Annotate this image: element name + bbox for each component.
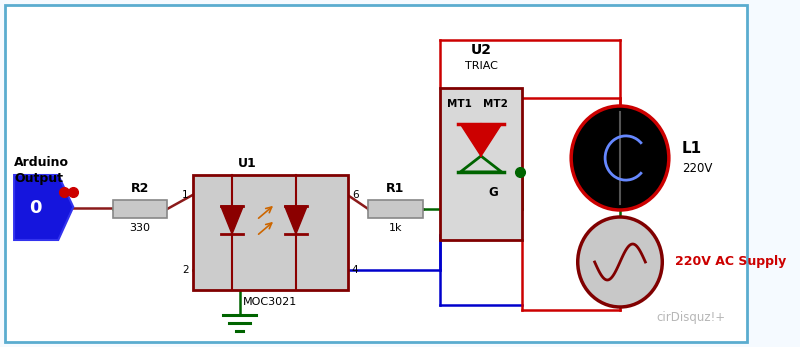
Text: 220V AC Supply: 220V AC Supply	[675, 255, 786, 269]
Circle shape	[578, 217, 662, 307]
Circle shape	[571, 106, 669, 210]
Text: TRIAC: TRIAC	[465, 61, 498, 71]
Text: MT1: MT1	[447, 99, 472, 109]
Bar	[193, 175, 347, 290]
Polygon shape	[460, 124, 502, 156]
Text: 2: 2	[182, 265, 188, 275]
Text: Arduino: Arduino	[14, 155, 69, 169]
Text: cirDisquz!+: cirDisquz!+	[656, 312, 725, 324]
Polygon shape	[285, 206, 307, 234]
Bar	[440, 88, 522, 240]
Text: U2: U2	[470, 43, 491, 57]
Text: 4: 4	[352, 265, 358, 275]
Text: R2: R2	[130, 181, 149, 195]
Text: 330: 330	[130, 223, 150, 233]
Text: 1: 1	[182, 190, 188, 200]
Text: 6: 6	[352, 190, 358, 200]
Text: R1: R1	[386, 181, 405, 195]
Text: G: G	[489, 186, 498, 198]
Bar	[368, 200, 422, 218]
Polygon shape	[221, 206, 243, 234]
Text: U1: U1	[238, 156, 256, 169]
Text: MT2: MT2	[482, 99, 507, 109]
Text: L1: L1	[682, 141, 702, 155]
Text: 1k: 1k	[389, 223, 402, 233]
Text: Output: Output	[14, 171, 63, 185]
Text: MOC3021: MOC3021	[243, 297, 298, 307]
Bar	[113, 200, 167, 218]
Text: 0: 0	[30, 199, 42, 217]
Polygon shape	[14, 175, 74, 240]
Text: 220V: 220V	[682, 161, 712, 175]
